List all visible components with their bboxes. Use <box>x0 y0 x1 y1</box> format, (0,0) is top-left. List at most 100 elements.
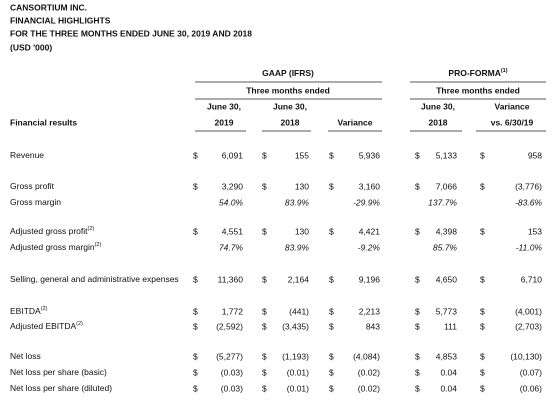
row-label: EBITDA(2) <box>10 306 48 316</box>
currency: $ <box>415 321 420 331</box>
currency: $ <box>415 383 420 393</box>
currency: $ <box>415 150 420 160</box>
group-header: PRO-FORMA(1) <box>448 68 507 78</box>
currency: $ <box>329 181 334 191</box>
column-header: vs. 6/30/19 <box>491 117 534 127</box>
cell-value: 153 <box>528 226 542 236</box>
cell-value: (1,193) <box>282 351 309 361</box>
currency: $ <box>415 226 420 236</box>
cell-value: (4,084) <box>353 351 380 361</box>
column-header: June 30, <box>207 101 241 111</box>
currency: $ <box>480 383 485 393</box>
currency: $ <box>262 181 267 191</box>
currency: $ <box>480 321 485 331</box>
cell-value: 6,091 <box>222 150 244 160</box>
cell-value: (0.07) <box>520 367 542 377</box>
currency: $ <box>262 351 267 361</box>
cell-value: 130 <box>295 226 309 236</box>
label-text: Gross margin <box>10 197 61 207</box>
currency: $ <box>262 306 267 316</box>
label-text: EBITDA <box>10 306 41 316</box>
cell-value: 74.7% <box>219 242 244 252</box>
cell-value: (0.06) <box>520 383 542 393</box>
cell-value: 83.9% <box>285 197 310 207</box>
cell-value: (2,592) <box>216 321 243 331</box>
cell-value: -83.6% <box>515 197 542 207</box>
period: FOR THE THREE MONTHS ENDED JUNE 30, 2019… <box>10 28 252 38</box>
label-text: PRO-FORMA <box>448 68 500 78</box>
cell-value: 4,853 <box>436 351 458 361</box>
row-label: Adjusted gross margin(2) <box>10 242 101 252</box>
cell-value: 11,360 <box>218 274 244 284</box>
cell-value: (4,001) <box>515 306 542 316</box>
column-header: 2018 <box>281 117 300 127</box>
cell-value: 4,650 <box>436 274 458 284</box>
currency: $ <box>329 306 334 316</box>
label-text: Selling, general and administrative expe… <box>10 274 179 284</box>
cell-value: 111 <box>444 321 457 331</box>
cell-value: 4,421 <box>359 226 381 236</box>
cell-value: 3,290 <box>222 181 244 191</box>
cell-value: 4,398 <box>436 226 458 236</box>
currency: $ <box>193 351 198 361</box>
cell-value: -11.0% <box>516 242 543 252</box>
footnote-ref: (2) <box>87 226 94 232</box>
cell-value: 9,196 <box>359 274 381 284</box>
currency: $ <box>480 274 485 284</box>
column-header: 2018 <box>429 117 448 127</box>
group-subheader: Three months ended <box>246 85 330 95</box>
cell-value: 54.0% <box>219 197 244 207</box>
cell-value: 5,936 <box>359 150 381 160</box>
cell-value: (0.03) <box>221 383 243 393</box>
currency: $ <box>262 150 267 160</box>
footnote-ref: (1) <box>501 68 508 74</box>
cell-value: (0.02) <box>358 367 380 377</box>
cell-value: 7,066 <box>436 181 458 191</box>
row-label: Net loss per share (diluted) <box>10 383 112 393</box>
cell-value: 5,773 <box>436 306 458 316</box>
currency: $ <box>480 351 485 361</box>
row-label: Net loss <box>10 351 41 361</box>
currency: $ <box>480 150 485 160</box>
currency: $ <box>329 150 334 160</box>
cell-value: 2,213 <box>359 306 381 316</box>
currency: $ <box>193 321 198 331</box>
footnote-ref: (2) <box>95 242 102 248</box>
cell-value: 155 <box>295 150 309 160</box>
cell-value: 85.7% <box>433 242 458 252</box>
cell-value: (0.03) <box>221 367 243 377</box>
currency: $ <box>480 367 485 377</box>
cell-value: (0.02) <box>358 383 380 393</box>
company: CANSORTIUM INC. <box>10 2 87 12</box>
title: FINANCIAL HIGHLIGHTS <box>10 15 111 25</box>
currency: $ <box>262 226 267 236</box>
label-text: Adjusted gross margin <box>10 242 95 252</box>
cell-value: 3,160 <box>359 181 381 191</box>
label-text: Revenue <box>10 150 44 160</box>
currency: $ <box>262 383 267 393</box>
currency: $ <box>480 226 485 236</box>
row-label: Adjusted gross profit(2) <box>10 226 94 236</box>
cell-value: -29.9% <box>353 197 380 207</box>
column-header: 2019 <box>215 117 234 127</box>
row-label: Gross profit <box>10 181 55 191</box>
cell-value: (0.01) <box>287 383 309 393</box>
currency: $ <box>193 383 198 393</box>
cell-value: 5,133 <box>436 150 458 160</box>
cell-value: 2,164 <box>288 274 310 284</box>
currency: $ <box>329 274 334 284</box>
label-text: GAAP (IFRS) <box>262 68 314 78</box>
cell-value: 843 <box>366 321 380 331</box>
column-header: Variance <box>338 117 373 127</box>
label-text: Net loss per share (diluted) <box>10 383 112 393</box>
cell-value: (3,435) <box>282 321 309 331</box>
currency: $ <box>415 306 420 316</box>
currency: $ <box>193 150 198 160</box>
row-label: Adjusted EBITDA(2) <box>10 321 83 331</box>
cell-value: -9.2% <box>358 242 381 252</box>
currency: $ <box>415 367 420 377</box>
cell-value: (3,776) <box>515 181 542 191</box>
cell-value: 137.7% <box>428 197 457 207</box>
group-header: GAAP (IFRS) <box>262 68 314 78</box>
